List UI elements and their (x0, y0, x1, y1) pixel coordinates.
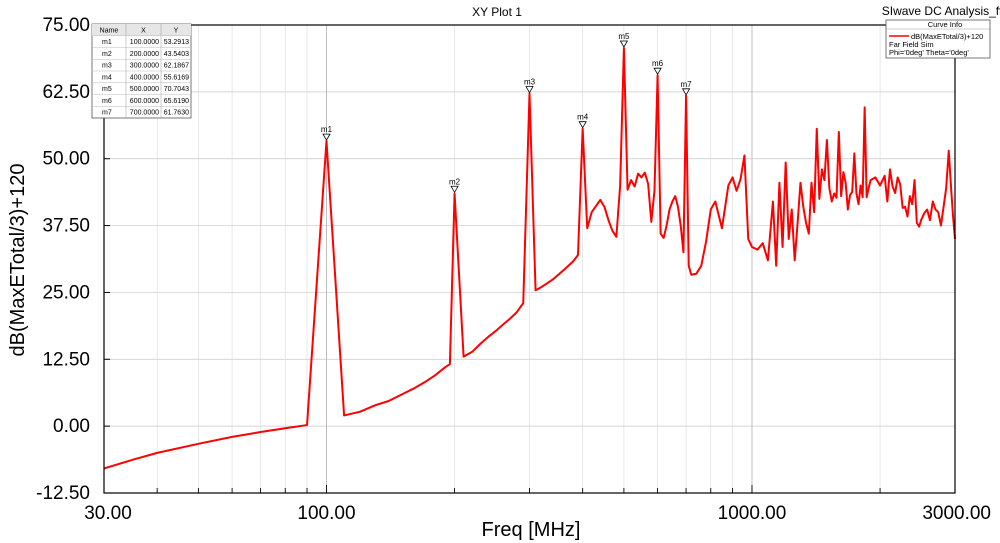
table-cell: m3 (102, 63, 112, 70)
legend-frame (885, 19, 991, 59)
marker-label: m7 (681, 80, 693, 89)
marker-triangle-icon (653, 67, 662, 75)
marker-m5[interactable]: m5 (618, 32, 630, 48)
marker-triangle-icon (619, 40, 629, 48)
marker-m3[interactable]: m3 (524, 78, 536, 94)
x-tick-label: 30.00 (84, 503, 132, 524)
y-axis-label: dB(MaxETotal/3)+120 (7, 164, 29, 357)
marker-triangle-icon (525, 86, 534, 94)
marker-m6[interactable]: m6 (652, 59, 664, 75)
table-cell: 55.6169 (164, 74, 189, 81)
legend[interactable]: Curve Info dB(MaxETotal/3)+120 Far Field… (885, 19, 991, 59)
marker-label: m4 (577, 113, 589, 122)
x-tick-label: 1000.00 (718, 503, 787, 524)
legend-title: Curve Info (928, 20, 963, 29)
marker-triangle-icon (322, 133, 331, 141)
table-cell: 61.7630 (164, 110, 189, 117)
legend-line2: Far Field Sim (889, 40, 934, 49)
table-cell: 65.6190 (164, 98, 189, 105)
marker-triangle-icon (681, 88, 691, 96)
marker-m1[interactable]: m1 (321, 125, 333, 141)
marker-triangle-icon (578, 121, 587, 129)
table-cell: m5 (102, 86, 112, 93)
marker-triangle-icon (450, 185, 459, 194)
y-tick-label: 75.00 (42, 15, 90, 36)
marker-m2[interactable]: m2 (449, 177, 461, 194)
plot-title: XY Plot 1 (472, 5, 522, 19)
table-header-cell: Y (174, 27, 179, 34)
y-tick-label: 50.00 (42, 149, 90, 170)
table-cell: 600.0000 (130, 98, 159, 105)
table-header-cell: X (141, 27, 146, 34)
marker-table-body: Name X Ym1 100.0000 53.2913 m2 200.0000 43.5403… (92, 24, 191, 118)
table-cell: 100.0000 (130, 39, 159, 46)
y-tick-label: 0.00 (53, 416, 90, 437)
table-cell: 53.2913 (164, 39, 189, 46)
table-cell: 200.0000 (130, 51, 159, 58)
x-tick-label: 100.00 (297, 503, 355, 524)
table-cell: 500.0000 (130, 86, 159, 93)
table-cell: 43.5403 (164, 51, 189, 58)
y-tick-label: 12.50 (42, 349, 90, 370)
table-cell: 700.0000 (130, 110, 159, 117)
analysis-name: SIwave DC Analysis_ff (882, 4, 1000, 18)
table-header-cell: Name (100, 27, 119, 34)
y-tick-label: 37.50 (42, 216, 90, 237)
series-line (103, 47, 956, 470)
table-header-bg (92, 24, 191, 36)
legend-line3: Phi='0deg' Theta='0deg' (889, 48, 969, 57)
table-cell: 300.0000 (130, 63, 159, 70)
marker-table[interactable]: Name X Ym1 100.0000 53.2913 m2 200.0000 43.5403… (91, 23, 192, 119)
marker-label: m2 (449, 177, 461, 186)
table-cell: m1 (102, 39, 112, 46)
series-layer (103, 47, 956, 470)
table-cell: 70.7043 (164, 86, 189, 93)
legend-entry: dB(MaxETotal/3)+120 (911, 32, 983, 41)
marker-m7[interactable]: m7 (681, 80, 693, 96)
marker-label: m3 (524, 78, 536, 87)
y-tick-label: -12.50 (36, 483, 90, 504)
marker-m4[interactable]: m4 (577, 113, 589, 129)
x-tick-label: 3000.00 (922, 503, 991, 524)
y-tick-label: 25.00 (42, 282, 90, 303)
marker-layer: m1 m2 m3 m4 m5 m6 m7 (321, 32, 693, 194)
marker-label: m5 (618, 32, 630, 41)
marker-label: m6 (652, 59, 664, 68)
table-cell: m2 (102, 51, 112, 58)
table-cell: 400.0000 (130, 74, 159, 81)
x-axis-label: Freq [MHz] (482, 519, 581, 541)
y-tick-label: 62.50 (42, 82, 90, 103)
axis-ticks: -12.50 0.00 12.50 25.00 37.50 50.00 62.50 75.00… (36, 15, 991, 524)
table-cell: m4 (102, 74, 112, 81)
marker-label: m1 (321, 125, 333, 134)
plot-frame (103, 24, 956, 494)
table-cell: m6 (102, 98, 112, 105)
table-cell: 62.1867 (164, 63, 189, 70)
table-cell: m7 (102, 110, 112, 117)
